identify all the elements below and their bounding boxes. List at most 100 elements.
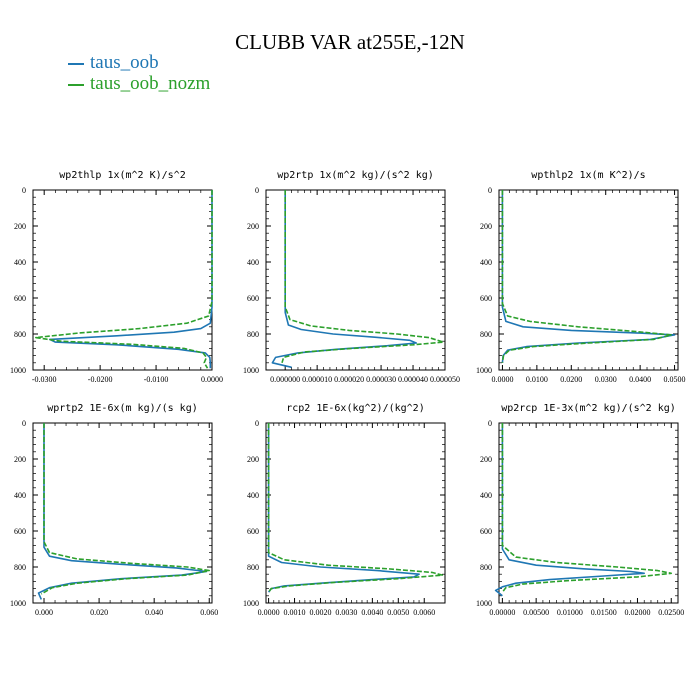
legend-entry-taus-oob-nozm: taus_oob_nozm <box>68 73 210 95</box>
x-tick-label: 0.0040 <box>361 608 383 617</box>
panel-title: wp2thlp 1x(m^2 K)/s^2 <box>59 170 185 181</box>
plot-frame <box>32 422 213 604</box>
x-tick-label: 0.0050 <box>387 608 409 617</box>
panel-2: wp2rtp 1x(m^2 kg)/(s^2 kg) 0 200 400 600 800 1… <box>243 170 460 384</box>
series-line-taus-oob-nozm <box>267 423 444 593</box>
legend-line-icon <box>68 83 84 86</box>
plot-frame <box>498 189 679 371</box>
x-tick-label: 0.0500 <box>664 375 686 384</box>
series-line-taus-oob-nozm <box>34 190 213 369</box>
panel-1: wp2thlp 1x(m^2 K)/s^2 0 200 400 600 800 1000 -0… <box>10 170 223 384</box>
y-tick-label: 600 <box>14 527 26 536</box>
x-tick-label: 0.0300 <box>595 375 617 384</box>
x-tick-label: -0.0100 <box>144 375 169 384</box>
y-tick-label: 0 <box>255 419 259 428</box>
panel-title: rcp2 1E-6x(kg^2)/(kg^2) <box>286 403 424 414</box>
y-tick-label: 600 <box>14 294 26 303</box>
x-tick-label: 0.01000 <box>557 608 583 617</box>
x-tick-label: -0.0200 <box>88 375 113 384</box>
y-tick-label: 800 <box>480 563 492 572</box>
x-tick-label: 0.000040 <box>398 375 428 384</box>
y-tick-label: 200 <box>480 222 492 231</box>
x-tick-label: 0.000010 <box>302 375 332 384</box>
y-tick-label: 0 <box>22 186 26 195</box>
x-tick-label: 0.00500 <box>523 608 549 617</box>
series-line-taus-oob <box>271 190 418 369</box>
y-tick-label: 600 <box>480 294 492 303</box>
figure-title: CLUBB VAR at255E,-12N <box>235 30 465 54</box>
y-tick-label: 400 <box>480 258 492 267</box>
y-tick-label: 400 <box>247 491 259 500</box>
x-tick-label: 0.0060 <box>413 608 435 617</box>
x-tick-label: 0.060 <box>200 608 218 617</box>
x-tick-label: 0.00000 <box>489 608 515 617</box>
y-tick-label: 1000 <box>243 599 259 608</box>
y-tick-label: 400 <box>247 258 259 267</box>
y-tick-label: 200 <box>247 222 259 231</box>
y-tick-label: 400 <box>14 258 26 267</box>
x-tick-label: 0.000020 <box>334 375 364 384</box>
y-tick-label: 600 <box>480 527 492 536</box>
y-tick-label: 400 <box>14 491 26 500</box>
series-line-taus-oob-nozm <box>501 423 673 593</box>
panel-5: rcp2 1E-6x(kg^2)/(kg^2) 0 200 400 600 800 1000… <box>243 403 446 617</box>
panel-3: wpthlp2 1x(m K^2)/s 0 200 400 600 800 10000.00… <box>476 170 686 384</box>
y-tick-label: 600 <box>247 294 259 303</box>
panel-title: wp2rcp 1E-3x(m^2 kg)/(s^2 kg) <box>501 403 676 414</box>
plot-frame <box>265 422 446 604</box>
series-line-taus-oob-nozm <box>281 190 445 364</box>
y-tick-label: 400 <box>480 491 492 500</box>
y-tick-label: 0 <box>488 186 492 195</box>
y-tick-label: 800 <box>14 330 26 339</box>
x-tick-label: 0.040 <box>145 608 163 617</box>
x-tick-label: -0.0300 <box>32 375 57 384</box>
y-tick-label: 0 <box>22 419 26 428</box>
legend-label: taus_oob_nozm <box>90 73 211 94</box>
x-tick-label: 0.0030 <box>335 608 357 617</box>
x-tick-label: 0.0100 <box>526 375 548 384</box>
x-tick-label: 0.01500 <box>591 608 617 617</box>
x-tick-label: 0.000000 <box>270 375 300 384</box>
y-tick-label: 1000 <box>10 599 26 608</box>
y-tick-label: 0 <box>255 186 259 195</box>
y-tick-label: 200 <box>14 222 26 231</box>
x-tick-label: 0.02000 <box>624 608 650 617</box>
x-tick-label: 0.0200 <box>560 375 582 384</box>
x-tick-label: 0.02500 <box>658 608 684 617</box>
series-line-taus-oob <box>494 423 646 597</box>
y-tick-label: 1000 <box>476 366 492 375</box>
y-tick-label: 200 <box>480 455 492 464</box>
x-tick-label: 0.000030 <box>366 375 396 384</box>
x-tick-label: 0.0000 <box>491 375 513 384</box>
panel-title: wp2rtp 1x(m^2 kg)/(s^2 kg) <box>277 170 434 181</box>
series-line-taus-oob <box>501 190 676 363</box>
y-tick-label: 1000 <box>243 366 259 375</box>
x-tick-label: 0.0000 <box>201 375 223 384</box>
y-tick-label: 0 <box>488 419 492 428</box>
y-tick-label: 800 <box>247 330 259 339</box>
legend-entry-taus-oob: taus_oob <box>68 52 159 74</box>
series-line-taus-oob-nozm <box>501 190 672 363</box>
plot-frame <box>265 189 446 371</box>
panel-4: wprtp2 1E-6x(m kg)/(s kg) 0 200 400 600 800 10… <box>10 403 218 617</box>
panel-6: wp2rcp 1E-3x(m^2 kg)/(s^2 kg) 0 200 400 600 8… <box>476 403 684 617</box>
x-tick-label: 0.0400 <box>629 375 651 384</box>
x-tick-label: 0.000 <box>35 608 53 617</box>
plot-frame <box>498 422 679 604</box>
y-tick-label: 800 <box>14 563 26 572</box>
legend-line-icon <box>68 62 84 65</box>
y-tick-label: 200 <box>14 455 26 464</box>
series-line-taus-oob-nozm <box>40 423 210 595</box>
y-tick-label: 600 <box>247 527 259 536</box>
panel-title: wprtp2 1E-6x(m kg)/(s kg) <box>47 403 198 414</box>
x-tick-label: 0.0010 <box>284 608 306 617</box>
y-tick-label: 800 <box>247 563 259 572</box>
panel-title: wpthlp2 1x(m K^2)/s <box>531 170 645 181</box>
x-tick-label: 0.000050 <box>430 375 460 384</box>
x-tick-label: 0.020 <box>90 608 108 617</box>
x-tick-label: 0.0020 <box>309 608 331 617</box>
x-tick-label: 0.0000 <box>258 608 280 617</box>
y-tick-label: 800 <box>480 330 492 339</box>
y-tick-label: 1000 <box>476 599 492 608</box>
